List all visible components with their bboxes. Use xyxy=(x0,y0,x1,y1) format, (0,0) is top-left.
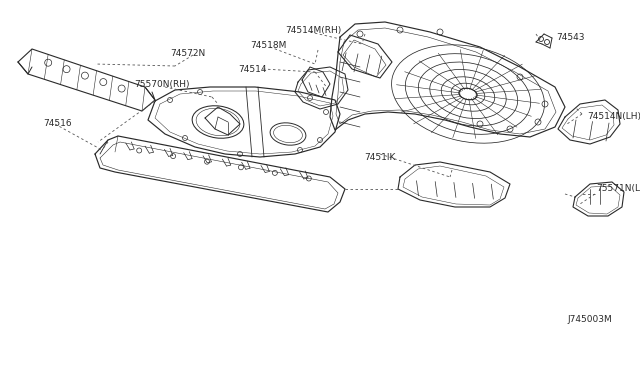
Text: 7451IK: 7451IK xyxy=(364,153,396,161)
Text: 74516: 74516 xyxy=(43,119,72,128)
Text: 75570N(RH): 75570N(RH) xyxy=(134,80,189,90)
Text: 74514M(RH): 74514M(RH) xyxy=(285,26,341,35)
Text: 74543: 74543 xyxy=(556,33,584,42)
Text: 74514N(LH): 74514N(LH) xyxy=(587,112,640,122)
Text: 74572N: 74572N xyxy=(170,49,205,58)
Text: 74514: 74514 xyxy=(237,64,266,74)
Text: J745003M: J745003M xyxy=(567,315,612,324)
Text: 74518M: 74518M xyxy=(250,42,286,51)
Text: 75571N(LH): 75571N(LH) xyxy=(596,185,640,193)
